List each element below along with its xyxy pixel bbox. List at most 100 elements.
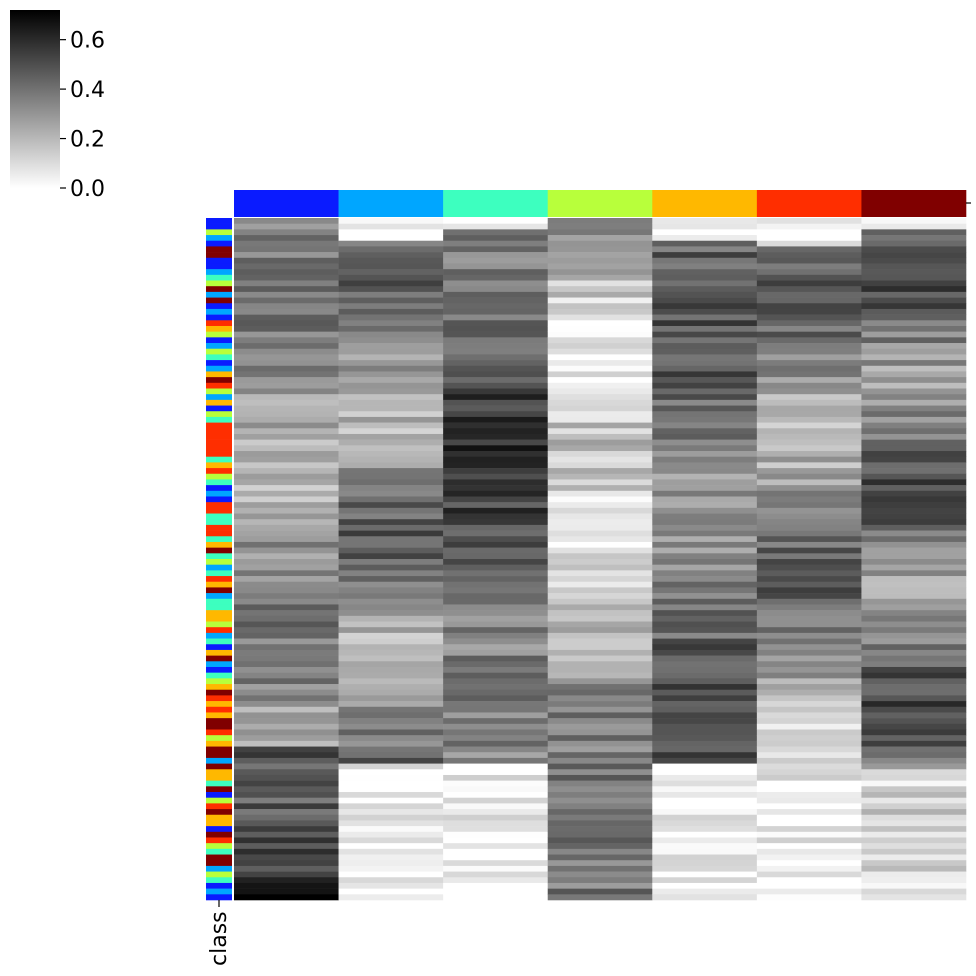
heatmap-cell: [443, 473, 549, 480]
heatmap-cell: [338, 746, 444, 753]
heatmap-cell: [234, 490, 339, 497]
heatmap-cell: [652, 564, 758, 571]
heatmap-cell: [234, 365, 339, 372]
heatmap-cell: [338, 882, 444, 889]
heatmap-cell: [338, 439, 444, 446]
row-class-color: [206, 621, 232, 628]
heatmap-cell: [547, 843, 653, 850]
heatmap-cell: [861, 320, 967, 327]
heatmap-cell: [652, 365, 758, 372]
heatmap-cell: [338, 797, 444, 804]
row-class-color: [206, 672, 232, 679]
heatmap-cell: [652, 735, 758, 742]
row-class-color: [206, 774, 232, 781]
heatmap-cell: [547, 644, 653, 651]
heatmap-cell: [234, 666, 339, 673]
heatmap-cell: [547, 530, 653, 537]
heatmap-cell: [443, 348, 549, 355]
heatmap-cell: [338, 269, 444, 276]
row-class-color: [206, 809, 232, 816]
row-class-color: [206, 559, 232, 565]
row-class-color: [206, 235, 232, 242]
heatmap-cell: [234, 308, 339, 315]
heatmap-cell: [338, 854, 444, 861]
row-class-color: [206, 433, 232, 440]
heatmap-cell: [338, 343, 444, 350]
heatmap-cell: [234, 280, 339, 287]
heatmap-cell: [443, 303, 549, 310]
heatmap-cell: [652, 774, 758, 781]
heatmap-cell: [338, 803, 444, 810]
heatmap-cell: [443, 723, 549, 730]
row-class-color: [206, 803, 232, 810]
row-class-color: [206, 666, 232, 673]
heatmap-cell: [861, 530, 967, 537]
heatmap-cell: [547, 666, 653, 673]
heatmap-cell: [861, 894, 967, 901]
heatmap-cell: [861, 388, 967, 395]
heatmap-cell: [756, 274, 862, 281]
heatmap-cell: [338, 496, 444, 503]
heatmap-cell: [443, 655, 549, 662]
heatmap-cell: [443, 757, 549, 764]
row-class-color: [206, 615, 232, 622]
heatmap-cell: [234, 882, 339, 889]
heatmap-cell: [861, 314, 967, 321]
heatmap-cell: [756, 541, 862, 548]
heatmap-cell: [443, 411, 549, 418]
heatmap-cell: [547, 740, 653, 747]
heatmap-cell: [547, 706, 653, 713]
heatmap-cell: [652, 644, 758, 651]
heatmap-cell: [234, 274, 339, 281]
heatmap-cell: [234, 496, 339, 503]
heatmap-cell: [756, 882, 862, 889]
heatmap-cell: [652, 303, 758, 310]
heatmap-cell: [234, 354, 339, 361]
colorbar-gradient: [10, 10, 60, 188]
heatmap-cell: [652, 343, 758, 350]
heatmap-cell: [861, 666, 967, 673]
heatmap-cell: [443, 695, 549, 702]
heatmap-cell: [338, 416, 444, 423]
heatmap-cell: [443, 820, 549, 827]
heatmap-cell: [443, 530, 549, 537]
heatmap-cell: [861, 570, 967, 577]
heatmap-cell: [652, 780, 758, 787]
heatmap-cell: [234, 445, 339, 452]
heatmap-cell: [443, 422, 549, 429]
heatmap-cell: [443, 240, 549, 247]
heatmap-cell: [443, 831, 549, 838]
heatmap-cell: [547, 348, 653, 355]
heatmap-cell: [338, 570, 444, 577]
heatmap-cell: [443, 604, 549, 611]
heatmap-cell: [443, 388, 549, 395]
row-class-color: [206, 286, 232, 293]
heatmap-cell: [652, 894, 758, 901]
heatmap-cell: [234, 252, 339, 259]
row-class-color: [206, 604, 232, 611]
heatmap-cell: [234, 581, 339, 588]
heatmap-cell: [861, 411, 967, 418]
heatmap-cell: [443, 792, 549, 798]
heatmap-cell: [338, 218, 444, 224]
heatmap-cell: [756, 831, 862, 838]
row-class-color: [206, 797, 232, 804]
heatmap-cell: [547, 513, 653, 520]
heatmap-cell: [756, 456, 862, 463]
heatmap-cell: [547, 337, 653, 344]
heatmap-cell: [338, 638, 444, 645]
heatmap-cell: [234, 394, 339, 401]
heatmap-cell: [652, 473, 758, 480]
heatmap-cell: [861, 746, 967, 753]
heatmap-cell: [547, 786, 653, 793]
row-class-color: [206, 519, 232, 526]
heatmap-cell: [652, 882, 758, 889]
heatmap-cell: [547, 428, 653, 435]
heatmap-cell: [234, 223, 339, 230]
heatmap-cell: [443, 331, 549, 338]
heatmap-cell: [652, 229, 758, 236]
heatmap-cell: [861, 780, 967, 787]
heatmap-cell: [861, 655, 967, 662]
heatmap-cell: [652, 257, 758, 264]
heatmap-cell: [652, 451, 758, 457]
